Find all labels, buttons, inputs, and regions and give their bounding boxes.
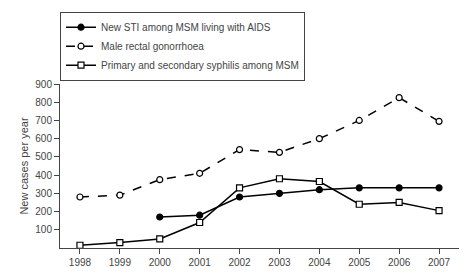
svg-text:2002: 2002 bbox=[228, 257, 251, 268]
svg-text:Primary and secondary syphilis: Primary and secondary syphilis among MSM bbox=[101, 60, 299, 71]
svg-text:500: 500 bbox=[35, 151, 52, 162]
svg-text:400: 400 bbox=[35, 170, 52, 181]
svg-text:Male rectal gonorrhoea: Male rectal gonorrhoea bbox=[101, 41, 204, 52]
svg-text:700: 700 bbox=[35, 115, 52, 126]
svg-text:900: 900 bbox=[35, 79, 52, 90]
svg-text:New cases per year: New cases per year bbox=[18, 117, 30, 215]
svg-text:1999: 1999 bbox=[109, 257, 132, 268]
svg-text:1998: 1998 bbox=[69, 257, 92, 268]
svg-text:2003: 2003 bbox=[268, 257, 291, 268]
svg-text:New STI among MSM living with: New STI among MSM living with AIDS bbox=[101, 22, 271, 33]
svg-text:300: 300 bbox=[35, 188, 52, 199]
svg-text:2007: 2007 bbox=[428, 257, 451, 268]
svg-text:2006: 2006 bbox=[388, 257, 411, 268]
svg-text:100: 100 bbox=[35, 224, 52, 235]
svg-text:600: 600 bbox=[35, 133, 52, 144]
svg-text:2004: 2004 bbox=[308, 257, 331, 268]
svg-text:800: 800 bbox=[35, 97, 52, 108]
svg-text:2001: 2001 bbox=[189, 257, 212, 268]
svg-text:200: 200 bbox=[35, 206, 52, 217]
svg-text:2005: 2005 bbox=[348, 257, 371, 268]
svg-text:2000: 2000 bbox=[149, 257, 172, 268]
